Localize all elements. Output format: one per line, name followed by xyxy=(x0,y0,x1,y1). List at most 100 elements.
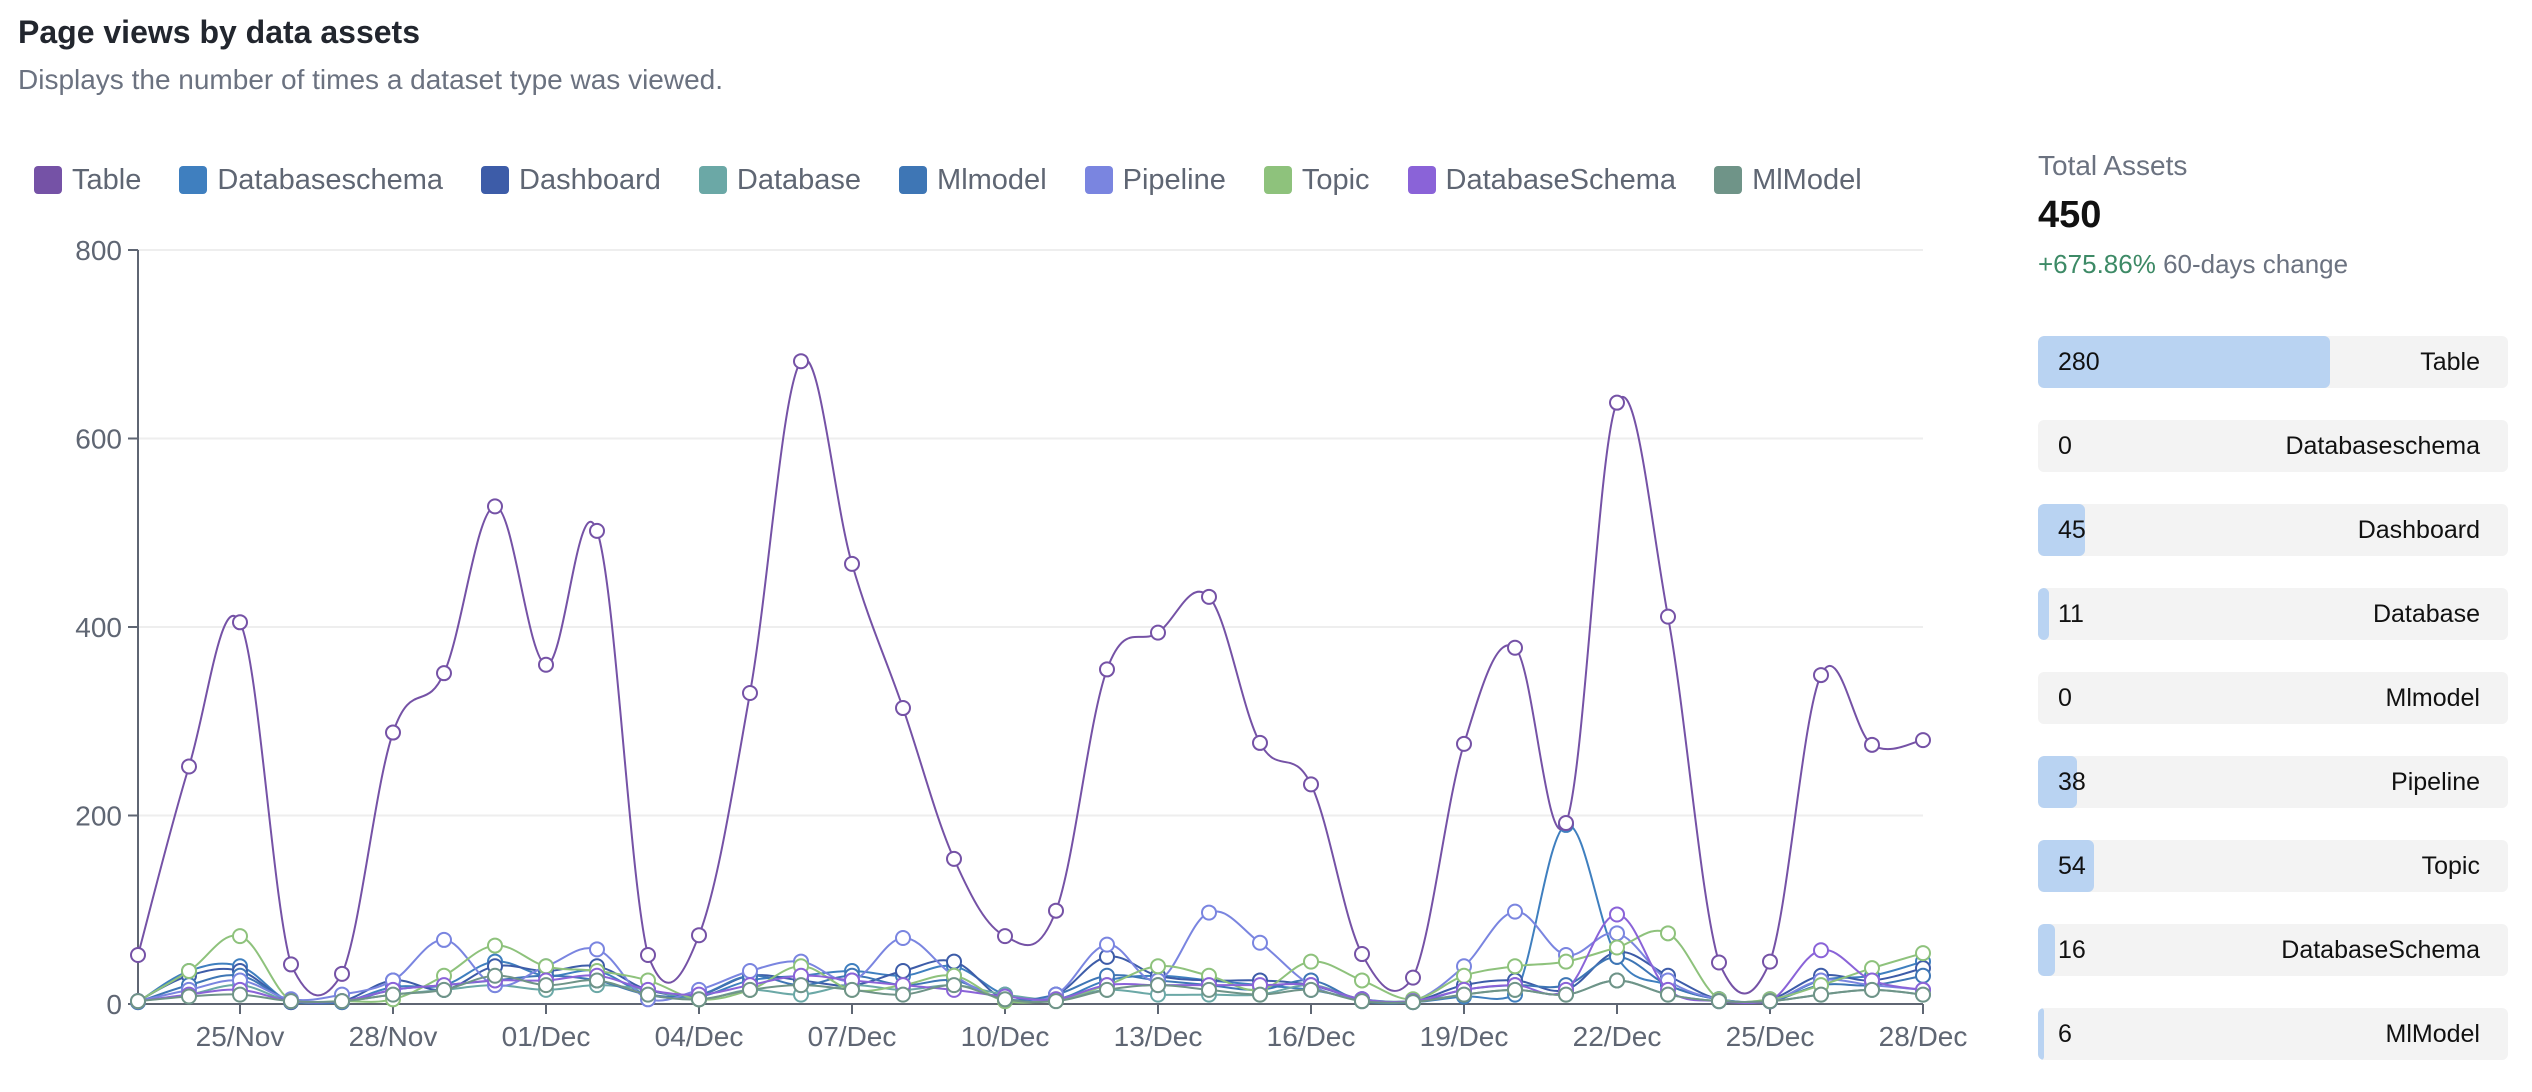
legend-item[interactable]: Database xyxy=(698,164,861,197)
asset-breakdown-row: 6 MlModel xyxy=(2038,1008,2508,1060)
data-point xyxy=(436,931,452,948)
asset-name: Dashboard xyxy=(2357,516,2480,544)
y-tick-label: 0 xyxy=(106,989,122,1020)
x-tick-label: 25/Dec xyxy=(1726,1021,1815,1052)
chart-legend: Table Databaseschema Dashboard Database Mlmo… xyxy=(34,160,1862,200)
legend-item[interactable]: DatabaseSchema xyxy=(1407,163,1677,197)
asset-name: MlModel xyxy=(2385,1020,2480,1048)
data-point xyxy=(589,941,605,958)
data-point xyxy=(844,555,860,572)
change-percent: +675.86% xyxy=(2038,249,2156,279)
data-point xyxy=(895,986,911,1003)
data-point xyxy=(1456,735,1472,752)
data-point xyxy=(1813,667,1829,684)
data-point xyxy=(1711,993,1727,1010)
asset-bar-fill xyxy=(2038,756,2078,808)
data-point xyxy=(1660,608,1676,625)
data-point xyxy=(487,967,503,984)
asset-name: Pipeline xyxy=(2391,768,2480,796)
data-point xyxy=(385,724,401,741)
x-tick-label: 10/Dec xyxy=(961,1021,1050,1052)
legend-item[interactable]: Pipeline xyxy=(1084,163,1226,197)
legend-label: Pipeline xyxy=(1122,163,1226,196)
data-point xyxy=(1864,736,1880,753)
data-point xyxy=(997,991,1013,1008)
x-tick-label: 25/Nov xyxy=(196,1021,285,1052)
data-point xyxy=(1507,981,1523,998)
data-point xyxy=(1099,936,1115,953)
data-point xyxy=(1150,624,1166,641)
asset-count: 6 xyxy=(2058,1020,2072,1048)
legend-label: Dashboard xyxy=(519,163,661,196)
asset-name: DatabaseSchema xyxy=(2281,936,2480,964)
legend-item[interactable]: Databaseschema xyxy=(179,164,443,197)
asset-count: 280 xyxy=(2058,348,2100,376)
asset-breakdown-row: 0 Mlmodel xyxy=(2038,672,2508,724)
total-assets-value: 450 xyxy=(2038,194,2102,236)
data-point xyxy=(946,850,962,867)
legend-item[interactable]: Mlmodel xyxy=(899,164,1047,197)
data-point xyxy=(1915,986,1931,1003)
series-line xyxy=(137,913,1924,1004)
data-point xyxy=(1201,588,1217,605)
data-point xyxy=(997,928,1013,945)
data-point xyxy=(232,928,248,945)
legend-item[interactable]: Topic xyxy=(1263,163,1370,197)
legend-swatch xyxy=(1714,166,1743,194)
legend-label: Topic xyxy=(1301,163,1370,196)
y-tick-label: 600 xyxy=(75,424,122,455)
data-point xyxy=(232,986,248,1003)
data-point xyxy=(1507,903,1523,920)
data-point xyxy=(793,977,809,994)
data-point xyxy=(130,993,146,1010)
x-tick-label: 13/Dec xyxy=(1114,1021,1203,1052)
asset-bar-fill xyxy=(2038,504,2085,556)
data-point xyxy=(793,353,809,370)
x-tick-label: 28/Nov xyxy=(349,1021,438,1052)
data-point xyxy=(589,972,605,989)
data-point xyxy=(946,953,962,970)
data-point xyxy=(1864,981,1880,998)
data-point xyxy=(1456,967,1472,984)
data-point xyxy=(640,986,656,1003)
asset-name: Table xyxy=(2420,348,2480,376)
asset-name: Mlmodel xyxy=(2385,684,2480,712)
x-tick-label: 04/Dec xyxy=(655,1021,744,1052)
data-point xyxy=(1762,953,1778,970)
legend-item[interactable]: MlModel xyxy=(1714,164,1862,197)
data-point xyxy=(1813,986,1829,1003)
data-point xyxy=(181,988,197,1005)
data-point xyxy=(1558,953,1574,970)
data-point xyxy=(1915,967,1931,984)
data-point xyxy=(1456,986,1472,1003)
data-point xyxy=(1252,934,1268,951)
data-point xyxy=(283,993,299,1010)
data-point xyxy=(1354,946,1370,963)
data-point xyxy=(742,684,758,701)
data-point xyxy=(691,991,707,1008)
asset-count: 45 xyxy=(2058,516,2086,544)
asset-breakdown-row: 54 Topic xyxy=(2038,840,2508,892)
data-point xyxy=(1201,981,1217,998)
data-point xyxy=(130,946,146,963)
chart-title: Page views by data assets xyxy=(18,14,420,50)
legend-item[interactable]: Dashboard xyxy=(481,164,661,197)
legend-label: Mlmodel xyxy=(937,163,1047,196)
data-point xyxy=(232,614,248,631)
data-point xyxy=(1609,906,1625,923)
legend-label: Table xyxy=(72,163,142,196)
legend-item[interactable]: Table xyxy=(34,164,141,197)
data-point xyxy=(1354,972,1370,989)
data-point xyxy=(1762,993,1778,1010)
legend-label: DatabaseSchema xyxy=(1445,163,1677,196)
asset-bar-fill xyxy=(2038,924,2055,976)
data-point xyxy=(589,522,605,539)
data-point xyxy=(1405,969,1421,986)
x-tick-label: 19/Dec xyxy=(1420,1021,1509,1052)
data-point xyxy=(1150,977,1166,994)
data-point xyxy=(1558,986,1574,1003)
data-point xyxy=(538,977,554,994)
data-point xyxy=(1813,942,1829,959)
asset-count: 0 xyxy=(2058,684,2072,712)
data-point xyxy=(691,927,707,944)
